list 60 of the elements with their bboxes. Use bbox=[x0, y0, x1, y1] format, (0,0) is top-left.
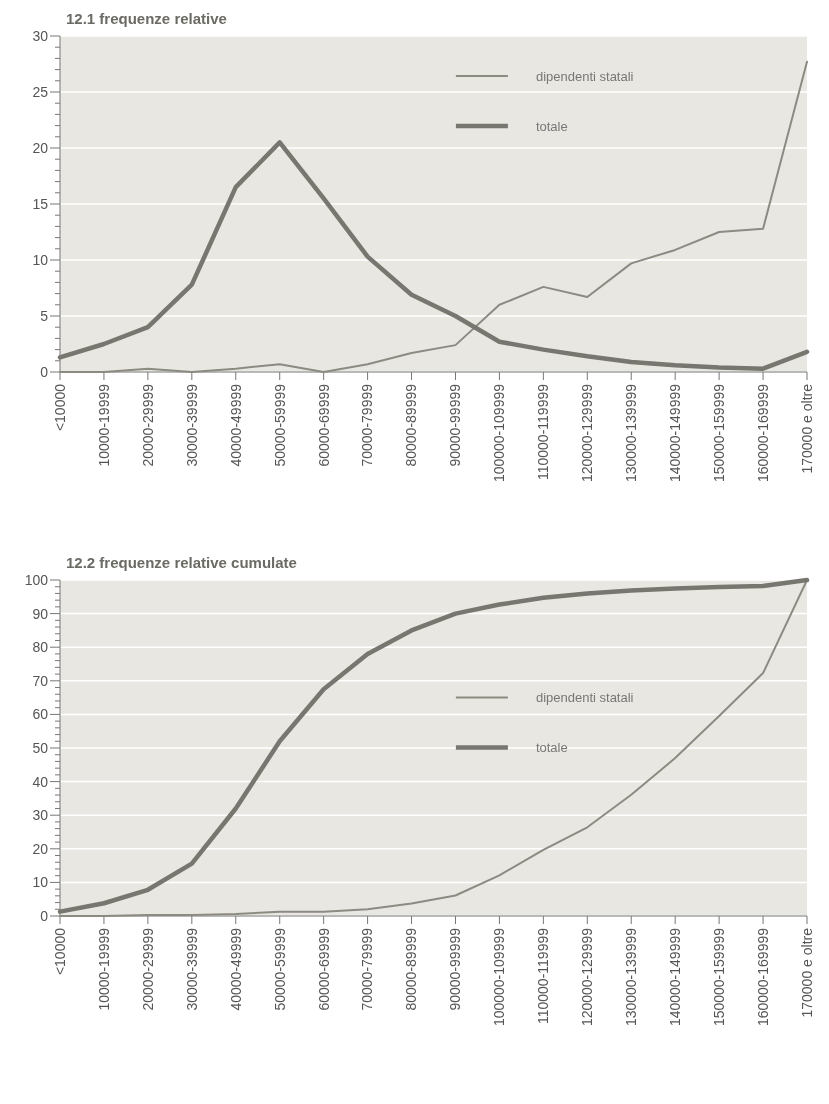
y-tick-label: 40 bbox=[32, 773, 49, 790]
x-tick-label: 80000-89999 bbox=[403, 927, 420, 1011]
x-tick-label: 140000-149999 bbox=[667, 927, 684, 1027]
x-tick-label: 150000-159999 bbox=[711, 383, 728, 483]
x-tick-label: 60000-69999 bbox=[315, 383, 332, 467]
x-tick-label: 130000-139999 bbox=[623, 383, 640, 483]
x-tick-label: 160000-169999 bbox=[754, 927, 771, 1027]
y-tick-label: 30 bbox=[32, 807, 49, 824]
x-tick-label: 40000-49999 bbox=[227, 383, 244, 467]
x-tick-label: 80000-89999 bbox=[403, 383, 420, 467]
x-tick-label: 10000-19999 bbox=[95, 383, 112, 467]
y-tick-label: 80 bbox=[32, 639, 49, 656]
legend-label: totale bbox=[535, 118, 568, 134]
x-tick-label: 150000-159999 bbox=[711, 927, 728, 1027]
y-tick-label: 20 bbox=[32, 139, 49, 156]
x-tick-label: 30000-39999 bbox=[183, 927, 200, 1011]
x-tick-label: 10000-19999 bbox=[95, 927, 112, 1011]
y-tick-label: 70 bbox=[32, 672, 49, 689]
y-tick-label: 20 bbox=[32, 840, 49, 857]
x-tick-label: 40000-49999 bbox=[227, 927, 244, 1011]
legend-label: dipendenti statali bbox=[535, 68, 634, 84]
y-tick-label: 15 bbox=[32, 195, 49, 212]
x-tick-label: 130000-139999 bbox=[623, 927, 640, 1027]
y-tick-label: 30 bbox=[32, 27, 49, 44]
x-tick-label: 140000-149999 bbox=[667, 383, 684, 483]
x-tick-label: 100000-109999 bbox=[491, 383, 508, 483]
x-tick-label: 170000 e oltre bbox=[798, 927, 815, 1018]
y-tick-label: 100 bbox=[24, 571, 49, 588]
legend-label: dipendenti statali bbox=[535, 690, 634, 706]
x-tick-label: <10000 bbox=[51, 383, 68, 432]
y-tick-label: 90 bbox=[32, 605, 49, 622]
x-tick-label: 70000-79999 bbox=[359, 927, 376, 1011]
x-tick-label: 90000-99999 bbox=[447, 927, 464, 1011]
y-tick-label: 0 bbox=[40, 907, 49, 924]
y-tick-label: 10 bbox=[32, 874, 49, 891]
x-tick-label: 30000-39999 bbox=[183, 383, 200, 467]
y-tick-label: 5 bbox=[40, 307, 49, 324]
x-tick-label: 90000-99999 bbox=[447, 383, 464, 467]
x-tick-label: 160000-169999 bbox=[754, 383, 771, 483]
x-tick-label: 120000-129999 bbox=[579, 383, 596, 483]
legend-label: totale bbox=[535, 740, 568, 756]
x-tick-label: 60000-69999 bbox=[315, 927, 332, 1011]
x-tick-label: 20000-29999 bbox=[139, 927, 156, 1011]
x-tick-label: 20000-29999 bbox=[139, 383, 156, 467]
x-tick-label: 120000-129999 bbox=[579, 927, 596, 1027]
y-tick-label: 0 bbox=[40, 363, 49, 380]
x-tick-label: 70000-79999 bbox=[359, 383, 376, 467]
x-tick-label: 50000-59999 bbox=[271, 383, 288, 467]
y-tick-label: 50 bbox=[32, 739, 49, 756]
chart-title: 12.1 frequenze relative bbox=[66, 10, 227, 27]
x-tick-label: 170000 e oltre bbox=[798, 383, 815, 474]
x-tick-label: 100000-109999 bbox=[491, 927, 508, 1027]
y-tick-label: 60 bbox=[32, 706, 49, 723]
y-tick-label: 25 bbox=[32, 83, 49, 100]
x-tick-label: 110000-119999 bbox=[535, 383, 552, 481]
x-tick-label: 50000-59999 bbox=[271, 927, 288, 1011]
x-tick-label: 110000-119999 bbox=[535, 927, 552, 1025]
y-tick-label: 10 bbox=[32, 251, 49, 268]
x-tick-label: <10000 bbox=[51, 927, 68, 976]
chart-title: 12.2 frequenze relative cumulate bbox=[66, 554, 297, 571]
